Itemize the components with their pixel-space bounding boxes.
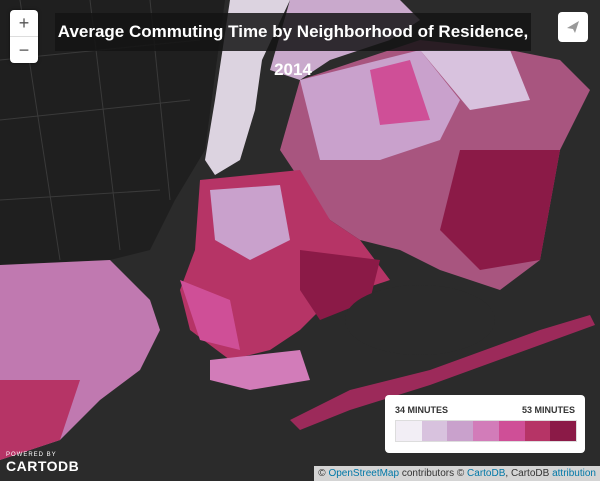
zoom-control: + −	[10, 10, 38, 63]
map-title: Average Commuting Time by Neighborhood o…	[55, 13, 531, 79]
legend-ramp	[395, 420, 577, 442]
legend-swatch	[498, 421, 525, 441]
logo-brand: CARTODB	[6, 458, 80, 474]
attr-text: ©	[318, 468, 326, 479]
legend-swatch	[524, 421, 551, 441]
rockaway	[290, 315, 595, 430]
land-nj	[0, 0, 225, 265]
attr-text: , CartoDB	[505, 468, 550, 479]
legend-swatch	[447, 421, 474, 441]
queens-east	[440, 150, 560, 270]
brooklyn-south	[210, 350, 310, 390]
legend-min: 34 MINUTES	[395, 405, 449, 415]
attribution-link[interactable]: attribution	[552, 468, 596, 479]
legend-swatch	[550, 421, 577, 441]
staten-island-south	[0, 380, 80, 460]
legend-swatch	[396, 421, 422, 441]
share-button[interactable]	[558, 12, 588, 42]
logo-powered: POWERED BY	[6, 452, 57, 458]
jamaica-bay	[345, 285, 495, 355]
zoom-in[interactable]: +	[18, 13, 30, 33]
legend-swatch	[473, 421, 499, 441]
legend-max: 53 MINUTES	[521, 405, 575, 415]
queens-mid	[370, 60, 430, 125]
carto-link[interactable]: CartoDB	[467, 468, 506, 479]
share-icon	[567, 21, 579, 33]
osm-link[interactable]: OpenStreetMap	[328, 468, 400, 479]
brooklyn-north	[210, 185, 290, 260]
attribution: © OpenStreetMap contributors © CartoDB, …	[314, 466, 600, 481]
logo: POWERED BY CARTODB	[6, 452, 79, 474]
legend-swatch	[421, 421, 448, 441]
queens-north	[420, 50, 530, 110]
brooklyn-southwest	[180, 280, 240, 350]
attr-text: contributors ©	[401, 468, 465, 479]
legend: 34 MINUTES 53 MINUTES	[385, 395, 585, 453]
zoom-out[interactable]: −	[10, 36, 38, 63]
